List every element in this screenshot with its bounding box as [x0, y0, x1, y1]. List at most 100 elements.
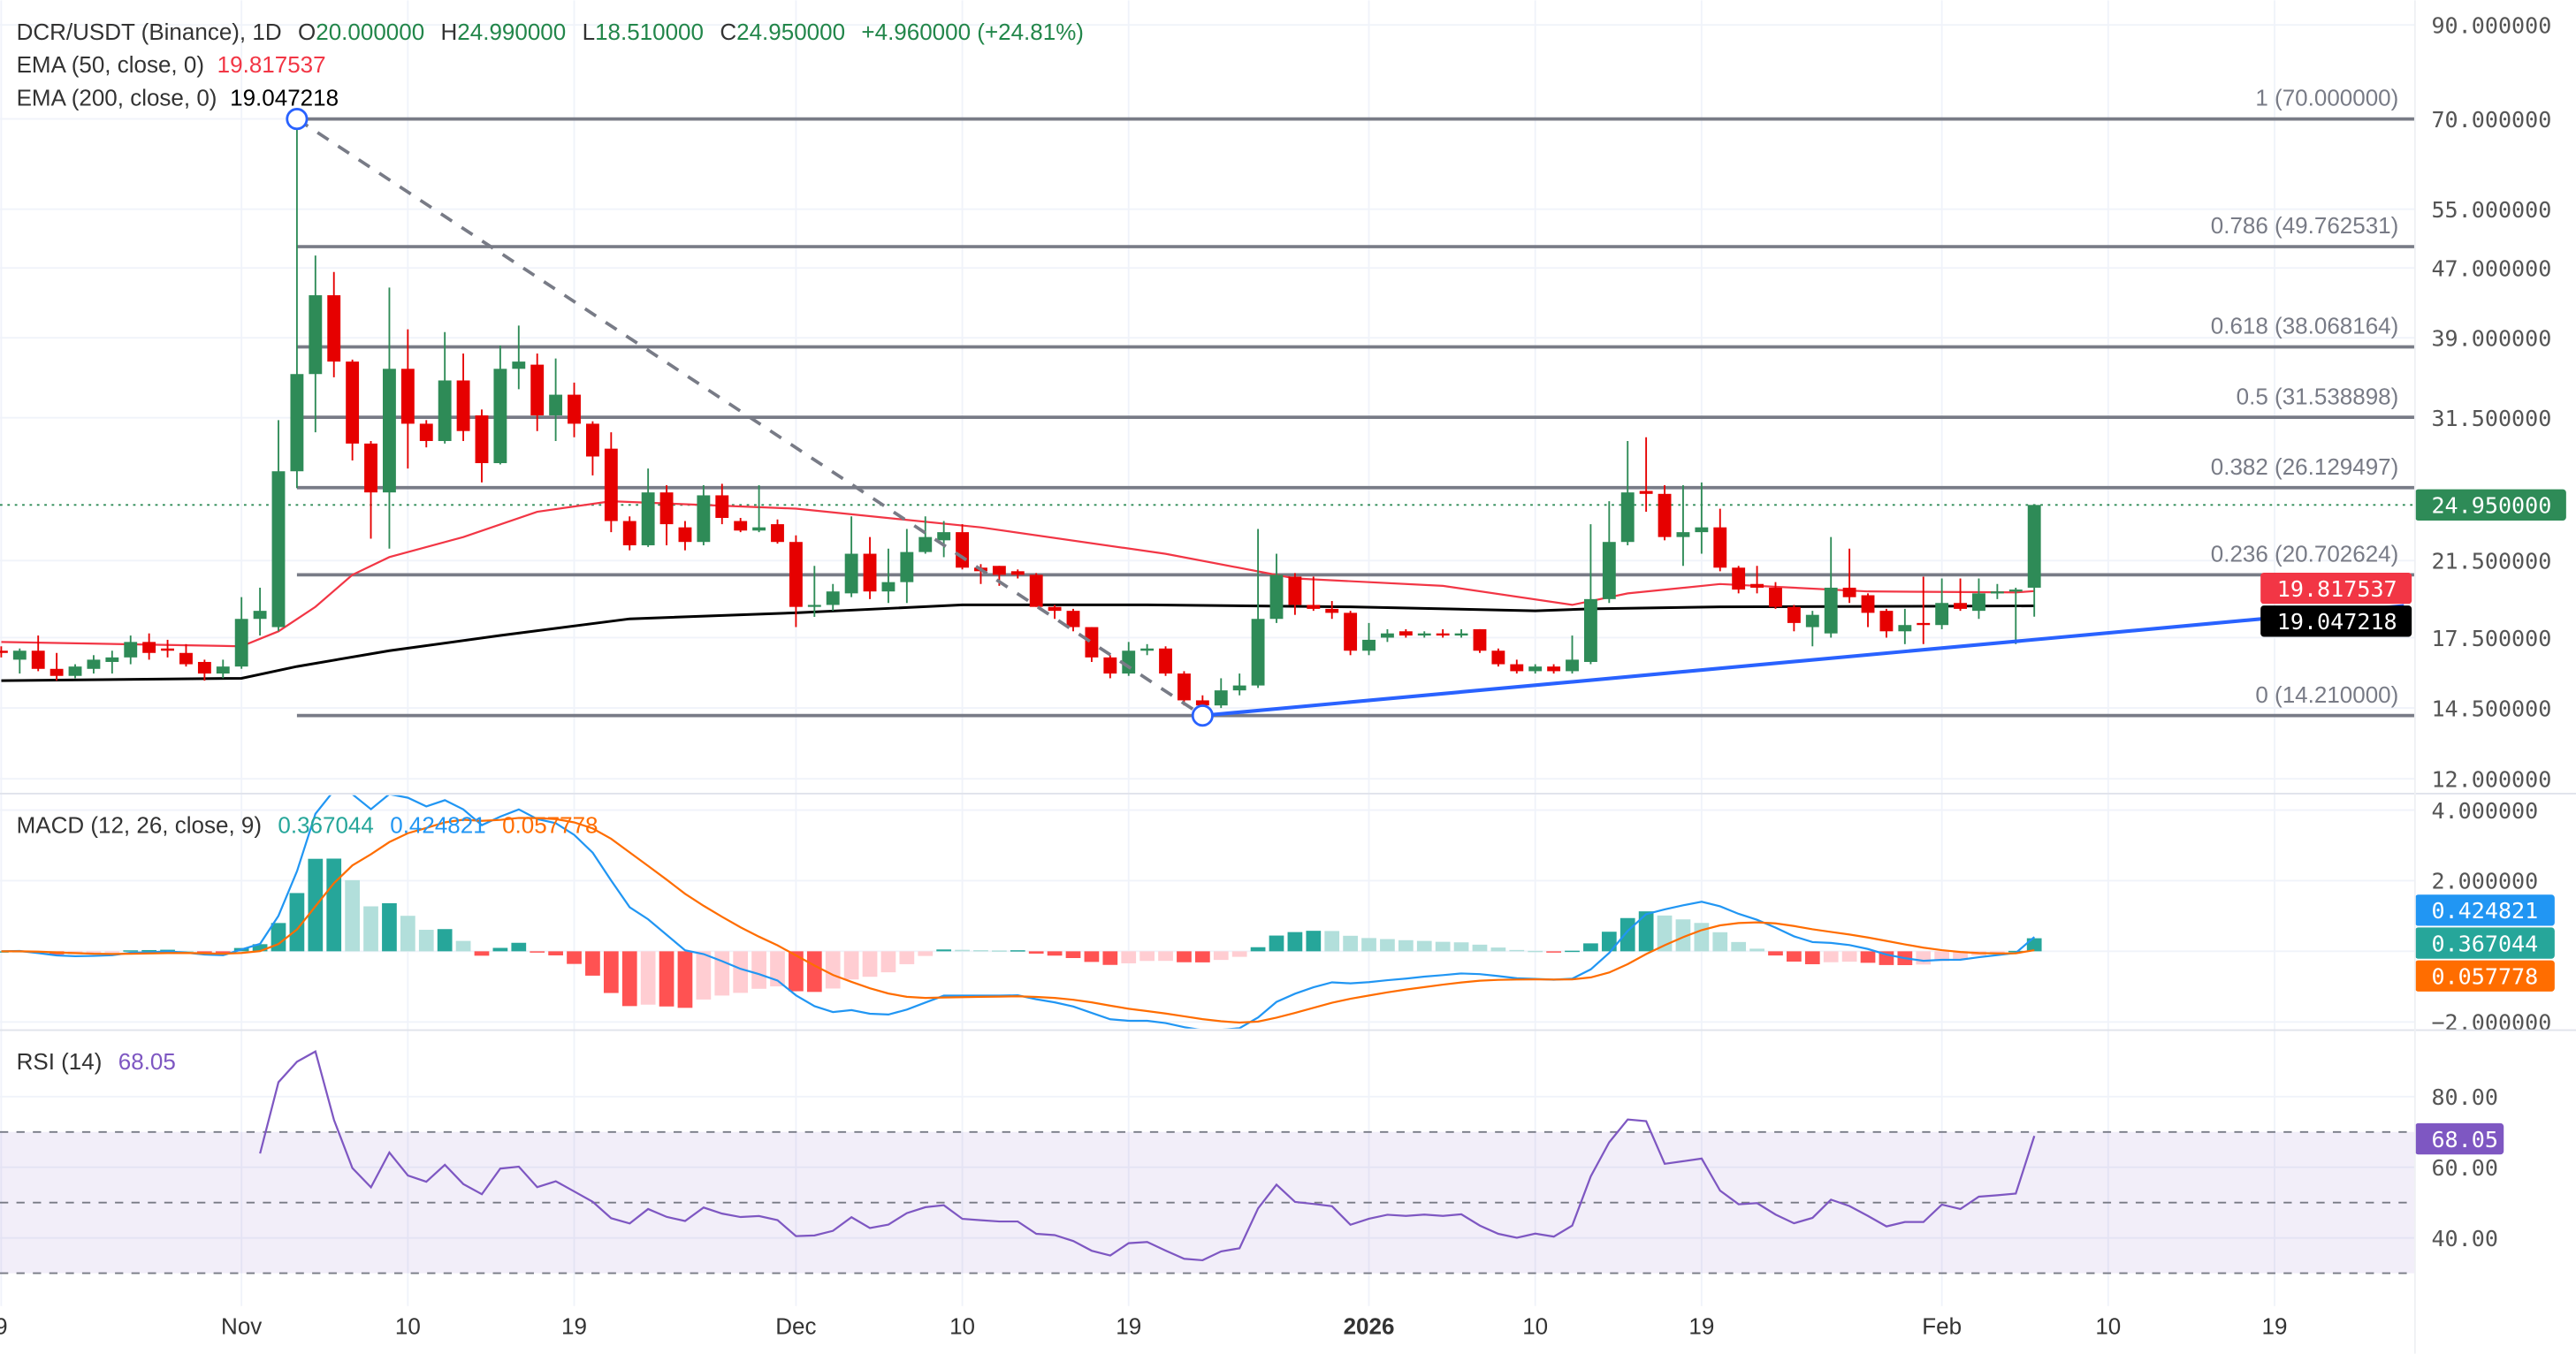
macd-histogram-bar [899, 951, 915, 964]
candle-body [1769, 587, 1782, 607]
candle [197, 659, 211, 681]
macd-histogram-bar [659, 951, 674, 1007]
candle-body [1288, 576, 1302, 605]
trend-drawings[interactable] [286, 108, 2405, 727]
macd-histogram-bar [1804, 951, 1820, 964]
candle [1990, 583, 2004, 599]
candle [1288, 573, 1302, 615]
time-axis-label: 19 [1116, 1312, 1141, 1339]
candle-body [585, 423, 599, 457]
candle-body [1436, 633, 1450, 636]
fib-retracement[interactable]: 1 (70.000000) 0.786 (49.762531) 0.618 (38.… [0, 85, 2415, 718]
macd-histogram-bar [382, 902, 397, 952]
macd-histogram-bar [806, 951, 822, 993]
ema50-price-badge: 19.817537 [2277, 576, 2397, 602]
symbol-title: DCR/USDT (Binance), 1D [17, 19, 282, 45]
candle-body [826, 591, 840, 605]
candle [438, 331, 452, 444]
candle-body [844, 553, 858, 594]
candle [900, 529, 914, 604]
candle-body [1269, 574, 1284, 620]
candle [400, 329, 415, 469]
candle-body [568, 394, 581, 424]
macd-histogram-bar [437, 929, 453, 952]
candle-body [1048, 606, 1062, 612]
macd-badge: 0.367044 [2431, 931, 2538, 956]
candle [87, 655, 101, 674]
macd-histogram-bar [733, 951, 749, 993]
candle-body [1454, 633, 1468, 636]
candle [771, 519, 784, 544]
macd-badge-bg [2414, 960, 2555, 992]
macd-histogram-bar [1102, 951, 1118, 965]
candle-body [789, 542, 803, 607]
candle-body [68, 666, 82, 676]
macd-histogram-bar [1121, 951, 1137, 963]
ema50-value: 19.817537 [217, 51, 326, 78]
ema200-price-badge: 19.047218 [2277, 609, 2397, 635]
candle [1805, 611, 1819, 647]
candle [1232, 673, 1246, 696]
low-value: 18.510000 [595, 19, 704, 45]
candle [1029, 573, 1043, 607]
time-axis-label: 19 [561, 1312, 587, 1339]
macd-histogram-bar [677, 951, 693, 1008]
candle-body [346, 361, 360, 444]
rsi-legend[interactable]: RSI (14) 68.05 [17, 1048, 176, 1075]
ema200-legend[interactable]: EMA (200, close, 0) 19.047218 [17, 84, 339, 110]
price-axis-tick: 14.500000 [2431, 696, 2551, 721]
candle-body [1972, 593, 1985, 612]
ema200-price-badge-bg [2260, 605, 2412, 637]
candle [622, 516, 636, 551]
fib-level-label: 0 (14.210000) [2255, 681, 2398, 708]
price-axis-tick: 47.000000 [2431, 256, 2551, 282]
candle-body [992, 566, 1006, 575]
macd-histogram-bar [1490, 947, 1506, 952]
time-axis-label: Dec [775, 1312, 816, 1339]
candle [1750, 566, 1764, 594]
candle-body [197, 661, 211, 674]
time-axis-label: 10 [949, 1312, 975, 1339]
candle [124, 635, 138, 665]
macd-histogram-bar [955, 949, 970, 952]
candle-body [1473, 628, 1487, 651]
candle [1381, 628, 1394, 643]
symbol-legend: DCR/USDT (Binance), 1D O20.000000 H24.99… [17, 19, 1084, 45]
ema50-price-badge-bg [2260, 572, 2412, 605]
candle-body [1177, 673, 1191, 701]
candle-body [1362, 639, 1376, 651]
fib-level-label: 0.382 (26.129497) [2211, 453, 2399, 480]
candle [1362, 622, 1376, 656]
candle [327, 271, 341, 377]
macd-histogram-bar [696, 951, 712, 1000]
price-axis-tick: 55.000000 [2431, 197, 2551, 223]
change-value: +4.960000 (+24.81%) [861, 19, 1084, 45]
macd-legend[interactable]: MACD (12, 26, close, 9) 0.367044 0.42482… [17, 812, 598, 839]
macd-histogram-bar [418, 930, 434, 952]
fib-level-label: 1 (70.000000) [2255, 85, 2398, 111]
candle-body [1750, 583, 1764, 588]
macd-histogram-bar [271, 923, 286, 952]
axes: 90.000000 70.000000 55.000000 47.000000 39.0… [0, 12, 2566, 1339]
macd-histogram-bar [363, 906, 378, 952]
macd-histogram-bar [1380, 939, 1395, 952]
macd-histogram-bar [1841, 951, 1857, 962]
candle-body [124, 642, 138, 658]
ema50-legend[interactable]: EMA (50, close, 0) 19.817537 [17, 51, 326, 78]
candle-body [1066, 611, 1080, 628]
macd-histogram-bar [215, 951, 231, 954]
candle-body [807, 605, 821, 607]
drawing-anchor-handle [1191, 704, 1214, 727]
candle [1214, 678, 1228, 709]
candle-body [456, 380, 470, 431]
macd-histogram-bar [1287, 932, 1303, 952]
candle [1676, 485, 1690, 567]
candle [604, 432, 618, 533]
macd-histogram-bar [1731, 941, 1747, 952]
time-axis-label: Nov [221, 1312, 262, 1339]
candle [1454, 628, 1468, 638]
candle [1695, 482, 1709, 554]
macd-histogram-bar [1565, 950, 1580, 953]
candle [1713, 508, 1727, 572]
